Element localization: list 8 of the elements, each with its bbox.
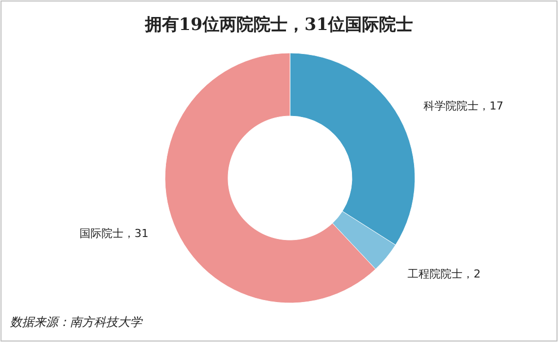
source-note: 数据来源：南方科技大学 — [10, 315, 143, 329]
data-label: ，17 — [478, 100, 504, 113]
chart-title: 拥有19位两院院士，31位国际院士 — [144, 15, 414, 35]
slice-label: 科学院院士 — [423, 100, 478, 113]
slice-label: 国际院士 — [80, 227, 124, 240]
data-label: ，31 — [124, 227, 149, 240]
data-label: ，2 — [462, 268, 481, 281]
slice-label: 工程院院士 — [408, 268, 463, 281]
